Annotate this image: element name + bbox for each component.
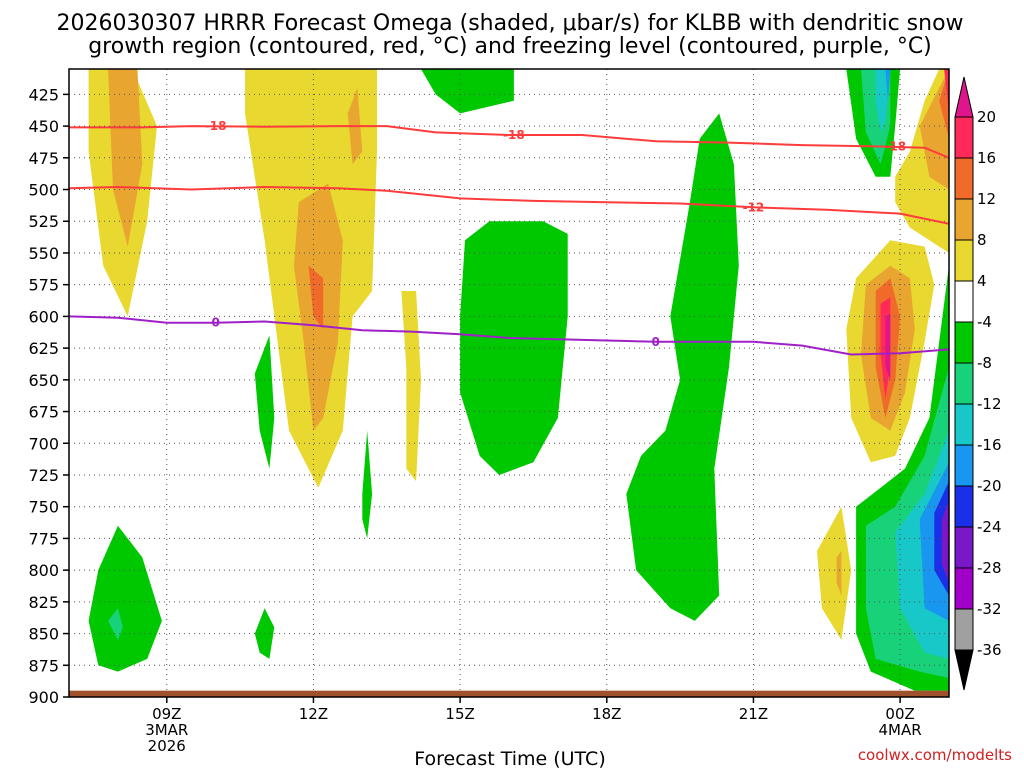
ascent-region-17 <box>944 69 949 114</box>
colorbar-label: -4 <box>977 313 992 331</box>
x-tick-label: 18Z <box>592 705 621 723</box>
colorbar-bin <box>954 157 974 200</box>
ascent-region-1 <box>108 69 143 247</box>
colorbar-label: -36 <box>977 641 1002 659</box>
x-axis-label: Forecast Time (UTC) <box>414 748 605 768</box>
y-tick-label: 850 <box>28 625 59 644</box>
colorbar-bin <box>954 526 974 569</box>
x-tick-label: 09Z <box>152 705 181 723</box>
colorbar-label: 8 <box>977 231 987 249</box>
x-tick-date: 3MAR <box>145 721 188 739</box>
ascent-region-6 <box>401 291 421 482</box>
dgz-minus12-label: -12 <box>743 200 765 214</box>
colorbar-label: 4 <box>977 272 987 290</box>
colorbar-label: -28 <box>977 559 1002 577</box>
descent-region-11 <box>885 69 891 101</box>
freezing-level-0-line <box>69 315 949 356</box>
colorbar-bin <box>954 444 974 487</box>
omega-shading <box>88 69 949 691</box>
colorbar-bin <box>954 321 974 364</box>
x-tick-label: 15Z <box>445 705 474 723</box>
descent-region-1 <box>460 221 568 475</box>
chart-title-line-2: growth region (contoured, red, °C) and f… <box>88 34 932 59</box>
y-tick-label: 900 <box>28 688 59 707</box>
descent-region-4 <box>362 430 373 539</box>
ascent-region-4 <box>308 265 324 330</box>
x-tick-label: 00Z <box>885 705 914 723</box>
colorbar-bin <box>954 567 974 610</box>
y-tick-label: 825 <box>28 593 59 612</box>
y-tick-label: 700 <box>28 434 59 453</box>
colorbar-bottom-arrow <box>954 649 974 691</box>
y-tick-label: 775 <box>28 529 59 548</box>
y-tick-label: 725 <box>28 466 59 485</box>
contours: -18 -18 -18 -12 0 0 <box>69 119 949 356</box>
x-tick-date: 4MAR <box>879 721 922 739</box>
y-tick-label: 675 <box>28 403 59 422</box>
y-tick-label: 425 <box>28 85 59 104</box>
y-tick-label: 800 <box>28 561 59 580</box>
y-tick-label: 450 <box>28 117 59 136</box>
y-tick-label: 750 <box>28 498 59 517</box>
dgz-minus18-line <box>69 125 949 159</box>
plot-grid <box>69 69 949 697</box>
descent-region-5 <box>88 525 162 672</box>
ascent-region-8 <box>836 551 842 596</box>
colorbar-label: -24 <box>977 518 1002 536</box>
freezing-level-0-label: 0 <box>211 316 219 330</box>
descent-region-2 <box>626 113 739 621</box>
y-tick-label: 875 <box>28 656 59 675</box>
colorbar-label: 12 <box>977 190 996 208</box>
credit-text[interactable]: coolwx.com/modelts <box>858 746 1012 764</box>
ascent-region-7 <box>817 506 852 640</box>
colorbar: 20 16 12 8 4 -4 -8 -12 -16 -20 -24 -28 -32 -36 <box>954 76 1002 691</box>
dgz-minus18-label: -18 <box>205 119 227 133</box>
descent-region-17 <box>941 500 949 583</box>
y-tick-label: 575 <box>28 276 59 295</box>
descent-region-0 <box>421 69 514 114</box>
chart-title-line-1: 2026030307 HRRR Forecast Omega (shaded, … <box>56 11 963 36</box>
x-tick-label: 21Z <box>739 705 768 723</box>
y-axis: 425 450 475 500 525 550 575 600 625 650 675 700 725 7… <box>28 85 69 707</box>
terrain-fill <box>69 690 949 697</box>
colorbar-top-arrow <box>954 76 974 118</box>
y-tick-label: 550 <box>28 244 59 263</box>
freezing-level-0-label: 0 <box>651 335 659 349</box>
colorbar-bin <box>954 280 974 323</box>
x-tick-label: 12Z <box>299 705 328 723</box>
dgz-minus18-label: -18 <box>503 128 525 142</box>
y-tick-label: 500 <box>28 181 59 200</box>
y-tick-label: 475 <box>28 149 59 168</box>
colorbar-label: 20 <box>977 108 996 126</box>
colorbar-label: -20 <box>977 477 1002 495</box>
y-tick-label: 650 <box>28 371 59 390</box>
dgz-minus12-line <box>69 185 949 225</box>
y-tick-label: 600 <box>28 307 59 326</box>
colorbar-bin <box>954 198 974 241</box>
colorbar-bin <box>954 403 974 446</box>
colorbar-bin <box>954 608 974 651</box>
dgz-minus18-label: -18 <box>884 139 906 153</box>
x-tick-year: 2026 <box>148 737 186 755</box>
colorbar-label: -8 <box>977 354 992 372</box>
descent-region-6 <box>108 608 123 640</box>
colorbar-bin <box>954 116 974 159</box>
colorbar-label: 16 <box>977 149 996 167</box>
colorbar-bin <box>954 362 974 405</box>
descent-region-3 <box>254 335 275 469</box>
colorbar-label: -16 <box>977 436 1002 454</box>
colorbar-bin <box>954 485 974 528</box>
colorbar-label: -12 <box>977 395 1002 413</box>
plot-frame <box>68 68 950 698</box>
y-tick-label: 625 <box>28 339 59 358</box>
colorbar-bin <box>954 239 974 282</box>
terrain-band <box>69 690 949 697</box>
y-tick-label: 525 <box>28 212 59 231</box>
ascent-region-13 <box>885 313 891 380</box>
colorbar-label: -32 <box>977 600 1002 618</box>
